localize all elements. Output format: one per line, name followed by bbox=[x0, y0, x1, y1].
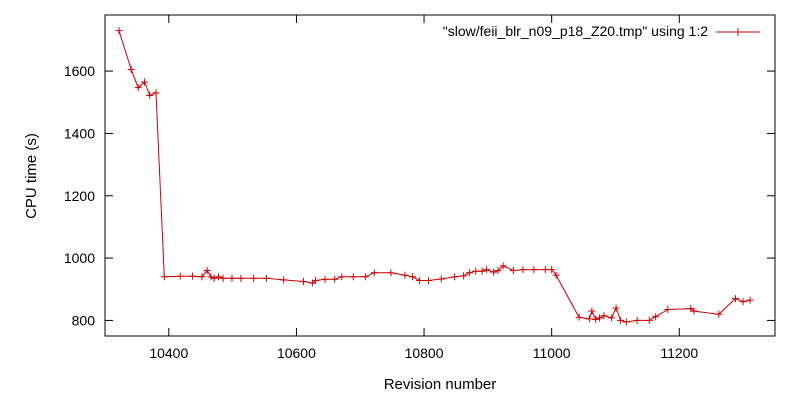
data-point bbox=[207, 273, 215, 281]
data-point bbox=[152, 89, 160, 97]
legend-marker bbox=[734, 28, 742, 36]
data-point bbox=[460, 272, 468, 280]
data-point bbox=[409, 273, 417, 281]
data-point bbox=[494, 267, 502, 275]
data-point bbox=[437, 275, 445, 283]
data-point bbox=[465, 269, 473, 277]
data-point bbox=[198, 273, 206, 281]
data-point bbox=[370, 269, 378, 277]
data-point bbox=[210, 274, 218, 282]
data-point bbox=[472, 267, 480, 275]
data-point bbox=[331, 275, 339, 283]
x-axis-label: Revision number bbox=[384, 376, 497, 393]
y-axis-ticks: 800 1000 1200 1400 1600 bbox=[64, 63, 775, 328]
data-point bbox=[588, 307, 596, 315]
data-point bbox=[731, 295, 739, 303]
data-point bbox=[203, 267, 211, 275]
plot-area bbox=[104, 14, 776, 337]
data-point bbox=[645, 316, 653, 324]
data-point bbox=[739, 298, 747, 306]
data-point bbox=[490, 268, 498, 276]
data-point bbox=[690, 307, 698, 315]
y-tick-label: 1600 bbox=[64, 63, 95, 79]
x-tick-label: 11200 bbox=[660, 345, 698, 361]
data-point bbox=[134, 84, 142, 92]
data-point bbox=[541, 266, 549, 274]
data-point bbox=[592, 315, 600, 323]
x-tick-label: 10800 bbox=[405, 345, 444, 361]
x-axis-ticks: 10400 10600 10800 11000 11200 bbox=[149, 15, 698, 361]
y-tick-label: 1400 bbox=[64, 125, 95, 141]
data-point bbox=[250, 274, 258, 282]
data-point bbox=[188, 272, 196, 280]
data-point bbox=[585, 315, 593, 323]
data-point bbox=[548, 266, 556, 274]
data-point bbox=[262, 274, 270, 282]
y-tick-label: 1000 bbox=[64, 250, 95, 266]
data-point bbox=[280, 276, 288, 284]
x-tick-label: 10600 bbox=[277, 345, 316, 361]
data-point bbox=[483, 266, 491, 274]
data-point bbox=[160, 273, 168, 281]
data-point bbox=[600, 312, 608, 320]
data-point bbox=[349, 273, 357, 281]
data-point bbox=[228, 274, 236, 282]
data-point bbox=[622, 318, 630, 326]
data-point bbox=[416, 277, 424, 285]
data-point bbox=[338, 273, 346, 281]
data-point bbox=[321, 275, 329, 283]
data-point bbox=[664, 306, 672, 314]
data-point bbox=[652, 313, 660, 321]
x-tick-label: 11000 bbox=[533, 345, 571, 361]
data-point bbox=[633, 316, 641, 324]
data-point bbox=[215, 273, 223, 281]
data-point bbox=[612, 304, 620, 312]
data-point bbox=[451, 273, 459, 281]
y-axis-label: CPU time (s) bbox=[23, 133, 40, 219]
data-point bbox=[387, 269, 395, 277]
data-point bbox=[401, 271, 409, 279]
data-point bbox=[219, 274, 227, 282]
data-point bbox=[509, 267, 517, 275]
data-point bbox=[425, 277, 433, 285]
y-tick-label: 800 bbox=[72, 312, 96, 328]
data-point bbox=[575, 313, 583, 321]
data-point bbox=[146, 91, 154, 99]
data-point bbox=[127, 66, 135, 74]
data-point bbox=[617, 316, 625, 324]
data-point bbox=[499, 262, 507, 270]
data-point bbox=[746, 296, 754, 304]
series-layer bbox=[115, 27, 754, 326]
series-line bbox=[118, 30, 751, 323]
data-point bbox=[478, 267, 486, 275]
data-point bbox=[519, 266, 527, 274]
data-point bbox=[596, 314, 604, 322]
legend-label: "slow/feii_blr_n09_p18_Z20.tmp" using 1:… bbox=[443, 23, 708, 39]
data-point bbox=[552, 271, 560, 279]
data-point bbox=[141, 78, 149, 86]
data-point bbox=[115, 27, 123, 35]
y-tick-label: 1200 bbox=[64, 188, 95, 204]
data-point bbox=[312, 277, 320, 285]
data-point bbox=[361, 273, 369, 281]
data-point bbox=[608, 314, 616, 322]
data-point bbox=[530, 266, 538, 274]
legend: "slow/feii_blr_n09_p18_Z20.tmp" using 1:… bbox=[443, 23, 760, 39]
data-point bbox=[715, 310, 723, 318]
data-point bbox=[299, 277, 307, 285]
data-point bbox=[176, 272, 184, 280]
x-tick-label: 10400 bbox=[149, 345, 188, 361]
data-point bbox=[237, 274, 245, 282]
